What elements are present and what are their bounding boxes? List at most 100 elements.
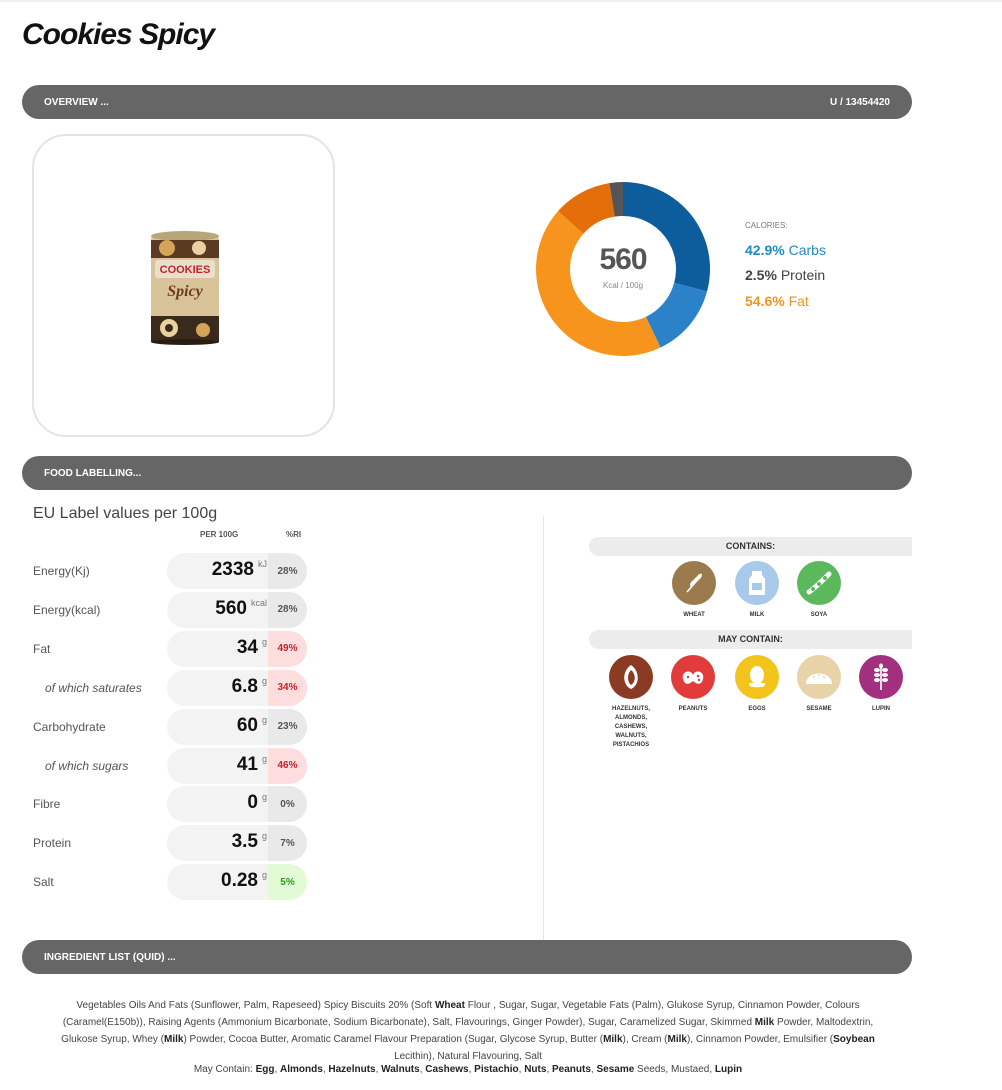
nutrient-label: Fat [33,641,51,656]
nutrient-value: 0.28 g [221,870,267,892]
may-contain-text: May Contain: Egg, Almonds, Hazelnuts, Wa… [193,1064,743,1075]
nutrient-unit: kcal [250,597,267,608]
allergen-highlight: Milk [754,1017,775,1028]
nutrient-ri-badge: 28% [268,553,307,589]
nutrition-row: Fat 34 g 49% [0,630,320,667]
nutrient-unit: g [261,870,267,881]
milk-icon [735,561,779,605]
allergen-highlight: Milk [603,1034,623,1045]
nutrient-ri-badge: 7% [268,825,307,862]
allergen-highlight: Wheat [434,1000,465,1011]
allergen-highlight: Milk [667,1034,687,1045]
nutrient-value: 3.5 g [232,831,267,853]
nutrition-row: of which sugars 41 g 46% [0,747,320,784]
lupin-icon [859,655,903,699]
allergen-item-nuts: HAZELNUTS, ALMONDS, CASHEWS, WALNUTS, PI… [601,655,661,750]
ingredient-list-label: INGREDIENT LIST (QUID) ... [44,951,176,963]
allergen-highlight: Almonds [280,1064,323,1075]
allergen-label: WHEAT [683,612,705,618]
nutrient-ri-badge: 46% [268,747,307,784]
nuts-icon [609,655,653,699]
nutrient-amount: 60 [236,714,258,736]
nutrient-label: of which saturates [45,680,142,695]
nutrient-label: Protein [33,836,72,851]
calories-value: 560 [599,243,647,276]
donut-segment-fat [536,211,661,356]
ri-header: %RI [286,530,302,539]
contains-header: CONTAINS: [589,537,912,556]
donut-segment-fat-dark [558,183,615,234]
nutrient-unit: kJ [258,559,267,569]
allergen-highlight: Milk [163,1034,184,1045]
food-labelling-label: FOOD LABELLING... [44,467,142,479]
nutrient-amount: 3.5 [231,831,258,853]
allergen-item-milk: MILK [727,561,787,620]
allergen-label: LUPIN [872,706,890,712]
allergen-item-soya: SOYA [789,561,849,620]
wheat-icon [672,561,716,605]
nutrient-value: 6.8 g [232,676,267,698]
nutrient-value-pill: 0.28 g 5% [167,864,307,901]
macro-protein: 2.5% Protein [745,267,825,283]
overview-label: OVERVIEW ... [44,96,109,108]
product-image-card: COOKIES Spicy [32,134,335,437]
peanut-icon [671,655,715,699]
fat-label: Fat [788,293,809,309]
fat-percent: 54.6% [745,293,785,309]
egg-icon [735,655,779,699]
nutrient-value-pill: 2338 kJ 28% [167,553,307,589]
nutrient-ri-badge: 0% [268,786,307,823]
nutrient-value-pill: 0 g 0% [167,786,307,823]
carbs-label: Carbs [788,242,826,258]
nutrient-ri-badge: 34% [268,669,307,706]
ingredient-list-text: Vegetables Oils And Fats (Sunflower, Pal… [61,1000,875,1062]
allergen-label: SESAME [806,706,832,712]
svg-text:COOKIES: COOKIES [160,264,211,276]
nutrition-row: Protein 3.5 g 7% [0,825,320,862]
nutrient-label: of which sugars [45,758,129,773]
product-image: COOKIES Spicy [151,231,219,345]
nutrient-ri-badge: 5% [268,864,307,901]
nutrient-amount: 560 [215,597,247,619]
donut-segment-carbs-light [645,282,708,348]
allergen-highlight: Soybean [833,1034,875,1045]
top-divider [0,0,1002,2]
allergen-highlight: Nuts [524,1064,547,1075]
donut-segment-protein [609,182,623,217]
allergen-item-egg: EGGS [727,655,787,714]
nutrient-value: 2338 kJ [212,559,267,581]
ingredient-list-section-header[interactable]: INGREDIENT LIST (QUID) ... [22,940,912,974]
macro-fat: 54.6% Fat [745,293,809,309]
nutrient-unit: g [261,714,267,725]
allergen-label: MILK [749,612,765,618]
nutrient-label: Energy(Kj) [33,564,90,578]
overview-section-header[interactable]: OVERVIEW ... U / 13454420 [22,85,912,119]
nutrient-value-pill: 3.5 g 7% [167,825,307,862]
nutrition-row: Energy(Kj) 2338 kJ 28% [0,553,320,589]
column-divider [543,516,544,940]
eu-label-title: EU Label values per 100g [33,505,218,522]
allergen-highlight: Pistachio [474,1064,519,1075]
calories-label: CALORIES: [745,221,788,230]
product-code: U / 13454420 [829,96,890,108]
nutrient-label: Fibre [33,797,61,812]
nutrient-value: 34 g [237,637,267,659]
nutrient-unit: g [261,753,267,764]
sesame-icon [797,655,841,699]
nutrient-value: 560 kcal [215,598,267,620]
nutrient-unit: g [261,831,267,842]
allergen-item-wheat: WHEAT [664,561,724,620]
allergen-label: EGGS [748,706,766,712]
food-labelling-section-header[interactable]: FOOD LABELLING... [22,456,912,490]
nutrient-value: 60 g [237,715,267,737]
donut-segment-carbs [623,182,710,292]
nutrient-unit: g [261,636,267,647]
nutrition-row: of which saturates 6.8 g 34% [0,669,320,706]
nutrient-amount: 6.8 [231,675,258,697]
nutrition-row: Salt 0.28 g 5% [0,864,320,901]
nutrient-amount: 0 [247,792,258,814]
nutrient-amount: 2338 [211,559,254,580]
nutrition-row: Energy(kcal) 560 kcal 28% [0,591,320,628]
nutrition-row: Carbohydrate 60 g 23% [0,708,320,745]
